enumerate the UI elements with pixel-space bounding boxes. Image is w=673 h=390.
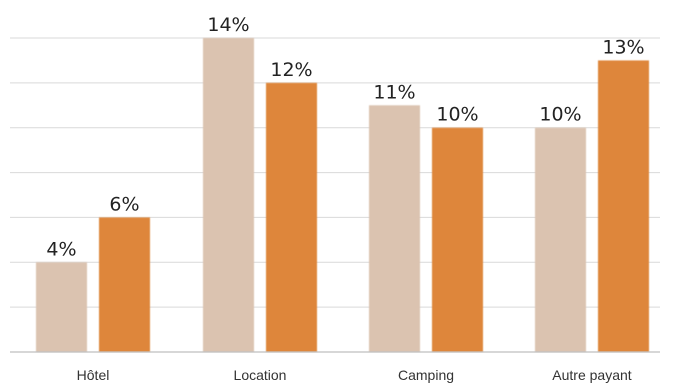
data-label: 13% [602,36,644,58]
data-label: 14% [207,14,249,36]
data-labels: 4% 6% 14% 12% 11% 10% 10% 13% [46,14,644,260]
bar-series2 [598,60,649,353]
x-tick-label: Camping [398,367,454,383]
bar-series2 [432,127,483,352]
bar-series2 [266,82,317,352]
data-label: 11% [373,81,415,103]
data-label: 10% [436,104,478,126]
data-label: 12% [270,59,312,81]
bar-series1 [535,127,586,352]
bars [36,38,649,353]
data-label: 6% [109,193,139,215]
bar-series1 [203,38,254,352]
bar-series1 [36,262,87,352]
x-tick-label: Autre payant [552,367,631,383]
x-tick-label: Location [234,367,287,383]
bar-series1 [369,105,420,353]
bar-series2 [99,217,150,352]
data-label: 10% [539,104,581,126]
x-tick-label: Hôtel [77,367,110,383]
x-axis: Hôtel Location Camping Autre payant [10,351,660,383]
data-label: 4% [46,238,76,260]
